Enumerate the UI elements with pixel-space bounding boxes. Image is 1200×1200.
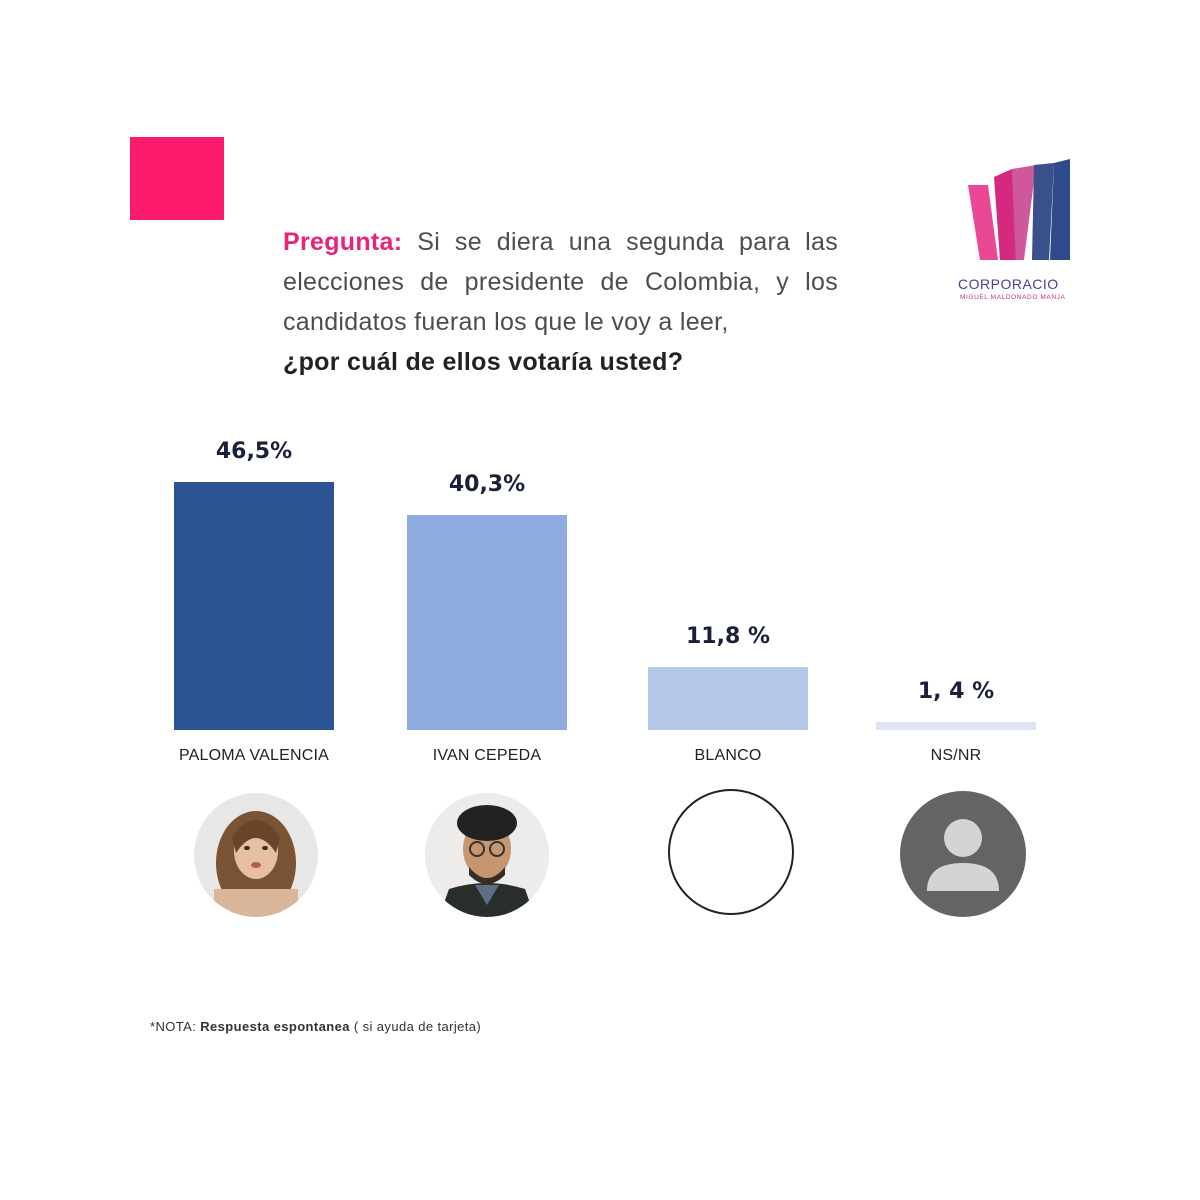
note-prefix: *NOTA: bbox=[150, 1019, 197, 1034]
question-body: Si se diera una segunda para las eleccio… bbox=[283, 228, 838, 336]
category-label-blanco: BLANCO bbox=[695, 747, 762, 764]
question-label: Pregunta: bbox=[283, 228, 403, 256]
category-label-ivan-cepeda: IVAN CEPEDA bbox=[433, 747, 542, 764]
logo-subtitle: MIGUEL MALDONADO MANJA bbox=[960, 294, 1066, 301]
bar-paloma-valencia bbox=[174, 482, 334, 730]
note-bold: Respuesta espontanea bbox=[200, 1019, 350, 1034]
question-text: Pregunta: Si se diera una segunda para l… bbox=[283, 222, 838, 382]
value-label-ns-nr: 1, 4 % bbox=[918, 679, 994, 704]
blank-circle bbox=[668, 789, 794, 915]
corporation-logo-icon bbox=[968, 159, 1070, 260]
bar-blanco bbox=[648, 667, 808, 730]
category-label-ns-nr: NS/NR bbox=[931, 747, 982, 764]
logo-name: CORPORACIO bbox=[958, 276, 1059, 292]
photo-ivan-cepeda bbox=[425, 793, 549, 917]
bar-ns-nr bbox=[876, 722, 1036, 730]
question-emphasis: ¿por cuál de ellos votaría usted? bbox=[283, 348, 684, 376]
note-suffix: ( si ayuda de tarjeta) bbox=[353, 1019, 482, 1034]
photo-paloma-valencia bbox=[194, 793, 318, 917]
accent-square bbox=[130, 137, 224, 220]
user-icon bbox=[900, 791, 1026, 917]
value-label-ivan-cepeda: 40,3% bbox=[449, 472, 525, 497]
value-label-paloma-valencia: 46,5% bbox=[216, 439, 292, 464]
footnote: *NOTA: Respuesta espontanea ( si ayuda d… bbox=[150, 1019, 481, 1034]
value-label-blanco: 11,8 % bbox=[686, 624, 770, 649]
bar-ivan-cepeda bbox=[407, 515, 567, 730]
category-label-paloma-valencia: PALOMA VALENCIA bbox=[179, 747, 329, 764]
